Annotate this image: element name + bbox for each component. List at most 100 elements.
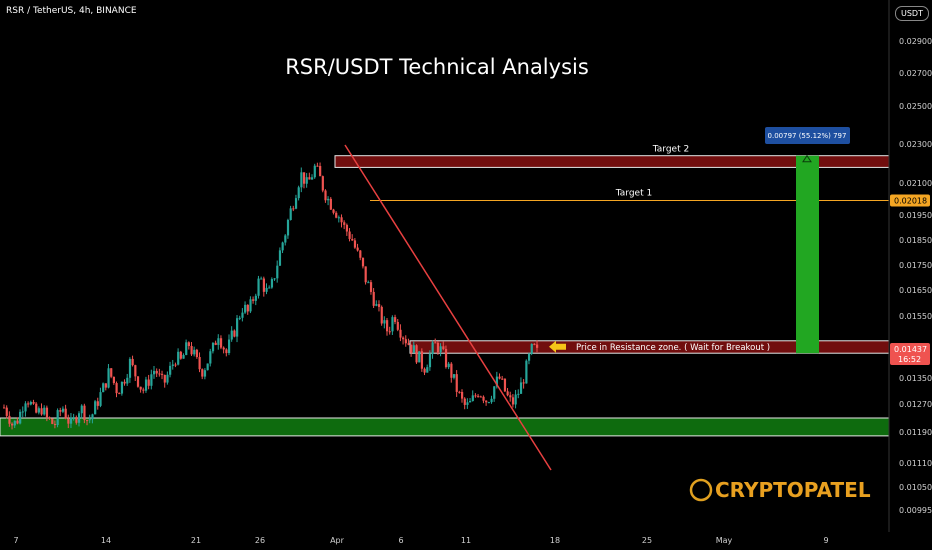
candle-body	[281, 242, 284, 251]
arrow-up-icon	[802, 154, 812, 163]
candle-body	[292, 208, 295, 210]
candle-body	[402, 337, 405, 340]
candle-body	[16, 420, 19, 424]
candle-body	[369, 282, 373, 292]
candle-body	[420, 351, 424, 369]
candle-body	[24, 403, 27, 412]
candle-body	[289, 208, 292, 220]
candle-body	[104, 383, 107, 388]
target-1-price-tag	[890, 194, 930, 207]
candle-body	[522, 382, 525, 384]
candle-body	[498, 376, 501, 379]
candle-body	[536, 344, 539, 348]
candle-body	[482, 396, 485, 401]
trendline	[344, 144, 552, 471]
candle-body	[260, 278, 263, 280]
candle-body	[324, 190, 327, 201]
candle-body	[294, 198, 298, 209]
candle-body	[412, 345, 415, 353]
candle-body	[5, 407, 8, 416]
y-tick-label: 0.01950	[899, 211, 932, 220]
candle-body	[201, 369, 204, 377]
candle-body	[174, 364, 177, 366]
candle-body	[118, 393, 121, 395]
candle-body	[134, 365, 137, 377]
time-axis: 7 14 21 26 Apr 6 11 18 25 May 9	[13, 536, 828, 545]
candle-body	[321, 176, 324, 191]
y-tick-label: 0.01650	[899, 286, 932, 295]
x-tick-label: May	[716, 536, 733, 545]
candle-body	[252, 299, 255, 301]
candle-body	[284, 235, 287, 243]
candle-body	[383, 320, 386, 324]
y-tick-label: 0.01190	[899, 428, 932, 437]
candle-body	[466, 402, 469, 405]
candle-body	[410, 344, 413, 353]
candle-body	[163, 374, 166, 383]
candle-body	[195, 349, 199, 358]
candle-body	[136, 376, 140, 387]
candle-body	[241, 312, 244, 318]
candle-body	[343, 222, 346, 225]
candle-body	[335, 212, 338, 218]
candle-body	[225, 349, 228, 354]
y-tick-label: 0.01550	[899, 312, 932, 321]
candle-body	[64, 408, 67, 419]
candle-body	[356, 247, 359, 251]
brand-name: CRYPTOPATEL	[715, 478, 871, 502]
candle-body	[169, 365, 172, 375]
candle-body	[270, 279, 274, 288]
candle-body	[43, 407, 46, 415]
candle-body	[268, 287, 271, 289]
candle-body	[152, 370, 156, 375]
candle-body	[463, 398, 466, 405]
candle-body	[142, 389, 145, 391]
candle-body	[155, 370, 158, 374]
x-tick-label: 6	[398, 536, 403, 545]
candle-body	[452, 374, 456, 378]
candle-body	[337, 217, 340, 219]
y-tick-label: 0.02900	[899, 37, 932, 46]
candle-body	[423, 368, 426, 373]
candle-body	[193, 349, 196, 355]
currency-selector[interactable]: USDT	[895, 6, 929, 21]
candle-body	[120, 381, 124, 394]
candle-body	[244, 304, 247, 313]
candle-body	[319, 166, 322, 177]
candle-body	[126, 377, 129, 384]
candle-body	[372, 291, 375, 306]
candle-body	[364, 266, 367, 283]
candle-body	[147, 379, 150, 386]
candle-body	[308, 177, 311, 180]
candle-body	[428, 354, 432, 368]
candle-body	[471, 395, 474, 402]
candle-body	[493, 386, 496, 399]
candle-body	[327, 198, 330, 201]
candle-body	[311, 177, 314, 180]
candle-body	[123, 381, 126, 384]
labels-layer: Target 2 Target 1 Price in Resistance zo…	[285, 55, 850, 353]
x-tick-label: 9	[823, 536, 828, 545]
candle-body	[254, 295, 257, 301]
current-price-text: 0.01437	[894, 345, 927, 354]
candle-body	[13, 420, 16, 426]
candle-body	[527, 353, 531, 361]
candle-body	[506, 391, 509, 396]
y-tick-label: 0.02500	[899, 102, 932, 111]
candle-body	[53, 423, 57, 425]
candle-body	[110, 368, 113, 377]
candle-body	[69, 417, 73, 424]
candle-body	[185, 342, 188, 356]
candle-body	[35, 403, 38, 413]
target-2-label: Target 2	[652, 145, 689, 155]
target-1-label: Target 1	[615, 188, 652, 198]
candle-body	[48, 417, 51, 419]
measure-label: 0.00797 (55.12%) 797	[768, 132, 847, 140]
candle-body	[530, 343, 533, 354]
candle-body	[233, 330, 236, 337]
candle-body	[300, 172, 303, 188]
candle-body	[503, 378, 507, 392]
candle-body	[166, 374, 169, 383]
candle-body	[131, 358, 134, 366]
